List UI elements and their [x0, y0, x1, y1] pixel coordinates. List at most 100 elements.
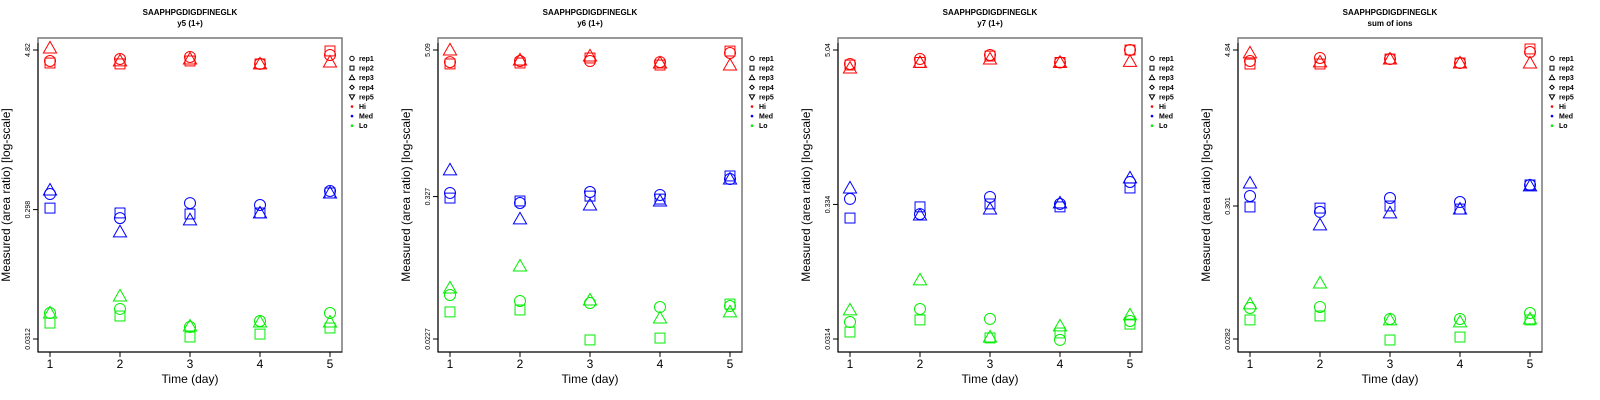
data-point — [114, 207, 126, 219]
data-point — [984, 190, 996, 203]
series-lo-rep1 — [444, 288, 736, 314]
data-point — [844, 192, 856, 205]
data-point — [512, 211, 528, 225]
data-point — [254, 57, 266, 70]
data-point — [1454, 331, 1466, 343]
data-point — [1382, 205, 1398, 219]
y-tick-label: 4.84 — [1225, 43, 1232, 57]
legend-label-rep4: rep4 — [1159, 85, 1174, 92]
data-point — [252, 314, 268, 328]
data-point — [914, 201, 926, 213]
legend-label-rep2: rep2 — [759, 66, 774, 73]
series-hi-rep2 — [844, 44, 1136, 71]
series-hi-rep3 — [1242, 45, 1538, 69]
legend-label-med: Med — [1559, 114, 1573, 121]
data-point — [252, 205, 268, 219]
series-lo-rep2 — [844, 314, 1136, 344]
chart-panel-1: SAAPHPGDIGDFINEGLK y5 (1+) 4.82 0.298 0.0312… — [0, 8, 374, 386]
legend-label-rep4: rep4 — [1559, 85, 1574, 92]
data-point — [514, 196, 526, 209]
y-tick-label: 0.0227 — [425, 328, 432, 350]
data-point — [1314, 205, 1326, 218]
data-point — [1312, 217, 1328, 231]
x-tick-label: 4 — [1457, 357, 1464, 371]
y-tick-label: 0.334 — [825, 196, 832, 214]
legend-dot-hi — [350, 105, 354, 108]
legend-label-rep5: rep5 — [1159, 94, 1174, 101]
legend: rep1 rep2 rep3 rep4 rep5 Hi Med Lo — [1548, 55, 1574, 130]
legend-dot-med — [1150, 114, 1154, 118]
legend-label-rep3: rep3 — [759, 75, 774, 82]
data-point — [1454, 56, 1466, 69]
data-point — [1054, 56, 1066, 69]
x-tick-label: 1 — [1247, 357, 1254, 371]
data-point — [324, 322, 336, 334]
data-point — [182, 318, 198, 332]
legend-label-rep4: rep4 — [759, 85, 774, 92]
data-point — [184, 331, 196, 343]
series-lo-rep2 — [44, 310, 336, 343]
data-point — [254, 328, 266, 340]
data-point — [324, 306, 336, 319]
data-point — [844, 326, 856, 338]
chart-panel-4: SAAPHPGDIGDFINEGLK sum of ions 4.84 0.301 0.… — [1199, 8, 1574, 386]
data-point — [984, 332, 996, 344]
data-point — [652, 55, 668, 69]
y-tick-label: 0.0282 — [1225, 328, 1232, 350]
legend-dot-lo — [1150, 124, 1154, 127]
series-med-rep1 — [844, 175, 1136, 221]
data-point — [182, 212, 198, 226]
data-point — [512, 52, 528, 66]
legend-label-rep5: rep5 — [359, 94, 374, 101]
legend-dot-lo — [750, 124, 754, 127]
legend-label-lo: Lo — [1159, 123, 1168, 130]
legend-label-med: Med — [359, 114, 373, 121]
data-point — [44, 202, 56, 214]
data-point — [582, 197, 598, 211]
data-point — [722, 171, 738, 185]
legend-symbol-diamond — [749, 84, 755, 91]
plot-box — [37, 37, 343, 353]
x-tick-label: 5 — [1527, 357, 1534, 371]
data-point — [724, 298, 736, 310]
series-med-rep1 — [44, 185, 336, 225]
data-point — [984, 198, 996, 210]
legend-label-hi: Hi — [359, 104, 366, 111]
data-point — [514, 55, 526, 68]
data-point — [42, 305, 58, 319]
data-point — [444, 288, 456, 301]
data-point — [1122, 307, 1138, 321]
legend-symbol-circle — [1549, 55, 1555, 62]
data-point — [654, 56, 666, 69]
legend-label-med: Med — [1159, 114, 1173, 121]
data-point — [1314, 300, 1326, 313]
data-point — [724, 45, 736, 57]
data-point — [112, 288, 128, 302]
data-point — [1314, 51, 1326, 64]
x-tick-label: 3 — [187, 357, 194, 371]
data-point — [44, 54, 56, 67]
series-hi-rep1 — [844, 44, 1136, 71]
data-point — [652, 310, 668, 324]
chart-panel-3: SAAPHPGDIGDFINEGLK y7 (1+) 5.04 0.334 0.0314… — [799, 8, 1174, 386]
x-axis-label: Time (day) — [1362, 372, 1419, 386]
data-point — [722, 304, 738, 318]
data-point — [252, 56, 268, 70]
series-hi-rep2 — [1244, 43, 1536, 70]
data-point — [582, 48, 598, 62]
series-lo-rep3 — [42, 288, 338, 332]
x-tick-label: 2 — [117, 357, 124, 371]
data-point — [1242, 45, 1258, 59]
data-point — [1054, 327, 1066, 339]
data-point — [984, 50, 996, 62]
data-point — [512, 258, 528, 272]
y-tick-label: 0.298 — [25, 201, 32, 219]
legend-dot-med — [350, 114, 354, 118]
data-point — [1454, 312, 1466, 325]
legend-label-rep1: rep1 — [1559, 56, 1574, 63]
y-axis-label: Measured (area ratio) [log-scale] — [399, 108, 413, 281]
data-point — [1312, 54, 1328, 68]
series-hi-rep2 — [44, 45, 336, 70]
data-point — [1052, 318, 1068, 332]
legend-label-hi: Hi — [1159, 104, 1166, 111]
